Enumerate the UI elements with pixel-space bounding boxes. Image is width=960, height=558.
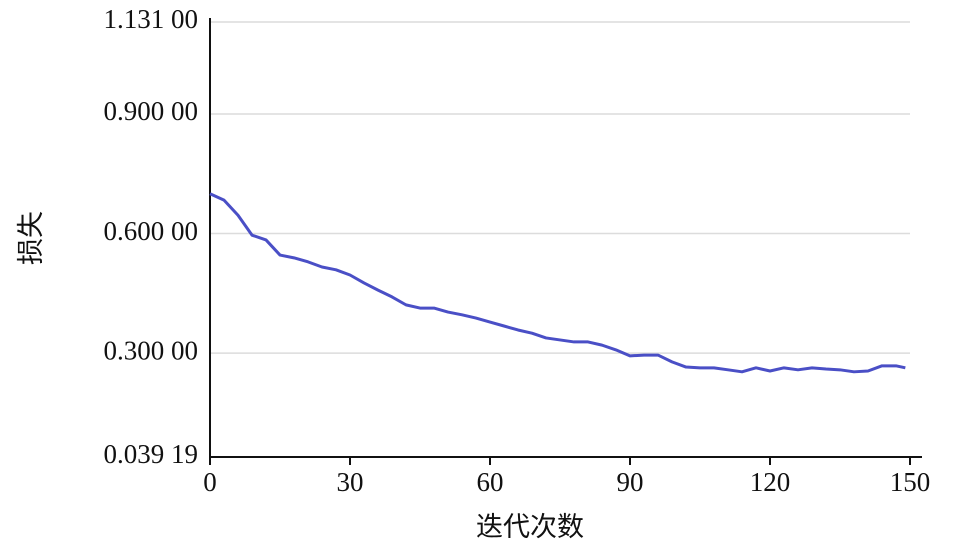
x-tick-label: 60 (477, 467, 504, 497)
y-tick-label: 0.039 19 (104, 439, 199, 469)
y-tick-label: 0.900 00 (104, 96, 199, 126)
x-tick-label: 30 (337, 467, 364, 497)
y-tick-label: 1.131 00 (104, 4, 199, 34)
x-axis-label: 迭代次数 (476, 512, 584, 542)
x-tick-label: 120 (750, 467, 791, 497)
y-axis-label: 损失 (16, 211, 46, 265)
x-tick-label: 90 (617, 467, 644, 497)
loss-line (209, 192, 906, 374)
x-tick-label: 150 (890, 467, 931, 497)
y-tick-label: 0.300 00 (104, 335, 199, 365)
y-tick-label: 0.600 00 (104, 216, 199, 246)
x-tick-label: 0 (203, 467, 217, 497)
